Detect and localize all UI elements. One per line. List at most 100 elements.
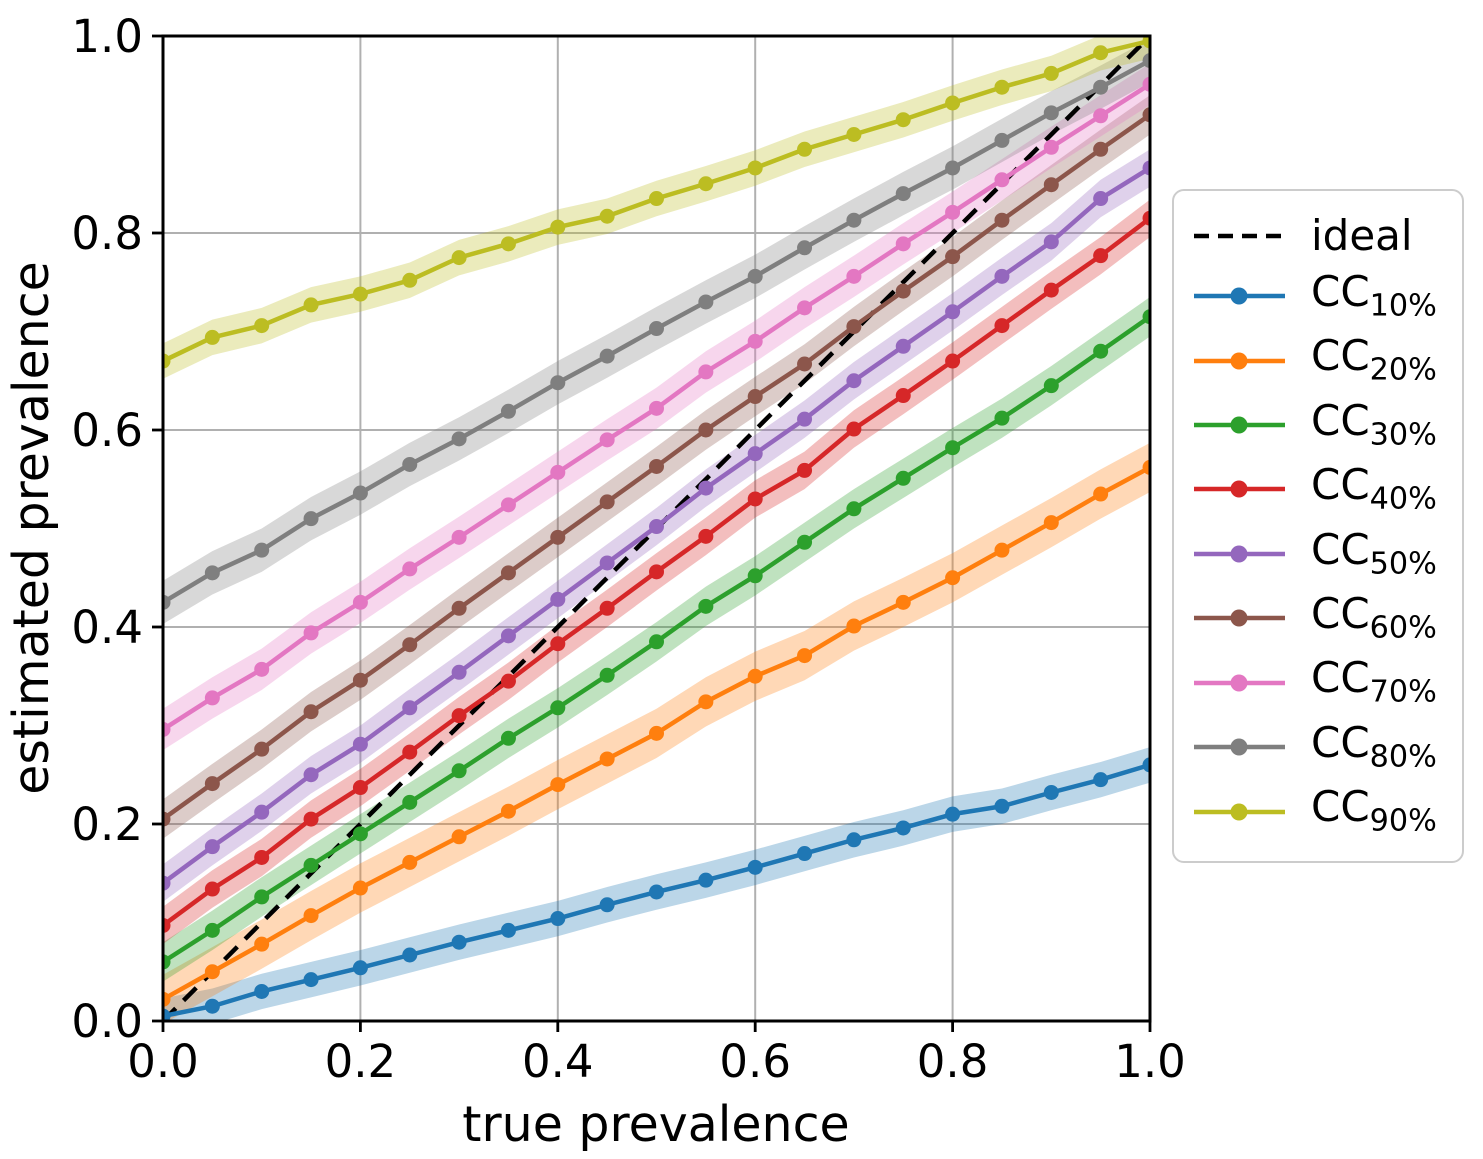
y-tick-label-0.4: 0.4: [71, 601, 143, 654]
marker-cc-80%: [500, 403, 516, 419]
series-cc-90%: [163, 36, 1150, 369]
legend-item-ideal: ideal: [1192, 215, 1452, 257]
marker-cc-80%: [303, 511, 319, 527]
legend-label-subscript: 40%: [1369, 481, 1437, 517]
marker-cc-60%: [945, 249, 961, 265]
marker-cc-60%: [1093, 141, 1109, 157]
marker-cc-70%: [698, 364, 714, 380]
marker-cc-60%: [500, 565, 516, 581]
marker-cc-90%: [204, 329, 220, 345]
series-cc-70%: [163, 76, 1150, 737]
marker-cc-20%: [204, 964, 220, 980]
marker-cc-90%: [747, 160, 763, 176]
marker-cc-60%: [204, 776, 220, 792]
marker-cc-80%: [599, 348, 615, 364]
marker-cc-20%: [895, 594, 911, 610]
marker-cc-50%: [1043, 234, 1059, 250]
marker-cc-40%: [1043, 282, 1059, 298]
marker-cc-70%: [303, 625, 319, 641]
marker-cc-20%: [599, 751, 615, 767]
marker-cc-10%: [599, 897, 615, 913]
line-marker-swatch-icon: [1194, 545, 1285, 563]
marker-cc-60%: [649, 458, 664, 474]
marker-cc-60%: [994, 212, 1010, 228]
marker-cc-10%: [1043, 784, 1059, 800]
marker-cc-20%: [1142, 459, 1150, 475]
line-marker-swatch-icon: [1194, 609, 1285, 627]
legend-label-cc-80%: CC80%: [1311, 717, 1437, 775]
legend-label-subscript: 80%: [1369, 739, 1437, 775]
marker-cc-10%: [994, 798, 1010, 814]
marker-cc-10%: [846, 832, 862, 848]
marker-cc-50%: [846, 373, 862, 389]
marker-cc-60%: [402, 637, 418, 653]
marker-cc-60%: [163, 811, 171, 827]
marker-cc-50%: [550, 591, 566, 607]
x-tick-label-0.2: 0.2: [325, 1035, 397, 1088]
marker-cc-10%: [550, 911, 566, 927]
marker-cc-30%: [994, 410, 1010, 426]
line-marker-swatch-icon: [1194, 803, 1285, 821]
marker-cc-60%: [747, 389, 763, 405]
marker-cc-60%: [698, 422, 714, 438]
legend-item-cc-90%: CC90%: [1192, 786, 1452, 837]
marker-cc-30%: [500, 730, 516, 746]
marker-cc-10%: [1093, 772, 1109, 788]
marker-cc-30%: [352, 826, 368, 842]
marker-cc-10%: [945, 806, 961, 822]
marker-cc-70%: [500, 497, 516, 513]
marker-cc-40%: [945, 353, 961, 369]
legend-label-cc-60%: CC60%: [1311, 589, 1437, 646]
series-cc-80%: [163, 53, 1150, 610]
marker-cc-30%: [698, 598, 714, 614]
line-marker-swatch-icon: [1194, 416, 1285, 434]
marker-cc-50%: [451, 664, 467, 680]
marker-cc-30%: [1142, 309, 1150, 325]
marker-cc-30%: [895, 470, 911, 486]
marker-cc-30%: [1043, 378, 1059, 394]
marker-cc-30%: [1093, 343, 1109, 359]
marker-cc-40%: [599, 600, 615, 616]
marker-cc-30%: [254, 889, 270, 905]
y-tick-label-0.8: 0.8: [71, 207, 143, 260]
marker-cc-50%: [698, 480, 714, 496]
marker-cc-40%: [895, 388, 911, 404]
marker-cc-50%: [994, 268, 1010, 284]
marker-cc-20%: [747, 668, 763, 684]
series-line-layer: [163, 36, 1150, 1021]
marker-cc-60%: [895, 283, 911, 299]
marker-cc-80%: [649, 321, 664, 337]
marker-cc-90%: [451, 250, 467, 266]
marker-cc-40%: [254, 849, 270, 865]
marker-cc-90%: [1093, 45, 1109, 61]
marker-cc-70%: [945, 204, 961, 220]
x-tick-label-0.0: 0.0: [127, 1035, 199, 1088]
marker-cc-80%: [994, 132, 1010, 148]
marker-cc-20%: [163, 991, 171, 1007]
series-cc-10%: [163, 757, 1150, 1021]
marker-cc-20%: [994, 542, 1010, 558]
marker-cc-20%: [352, 880, 368, 896]
marker-cc-20%: [846, 618, 862, 634]
series-cc-40%: [163, 210, 1150, 933]
marker-cc-20%: [500, 803, 516, 819]
marker-cc-40%: [994, 318, 1010, 334]
marker-cc-20%: [649, 725, 664, 741]
legend-label-ideal: ideal: [1311, 211, 1413, 260]
legend-label-subscript: 10%: [1369, 288, 1437, 324]
marker-cc-60%: [599, 494, 615, 510]
y-axis-label: estimated prevalence: [3, 261, 60, 795]
series-cc-30%: [163, 309, 1150, 970]
marker-cc-40%: [550, 636, 566, 652]
marker-cc-70%: [163, 721, 171, 737]
marker-cc-70%: [895, 236, 911, 252]
legend-item-cc-70%: CC70%: [1192, 657, 1452, 708]
y-tick-label-0.0: 0.0: [71, 995, 143, 1048]
y-tick-label-0.6: 0.6: [71, 404, 143, 457]
marker-cc-50%: [352, 736, 368, 752]
marker-cc-30%: [303, 857, 319, 873]
marker-cc-80%: [846, 212, 862, 228]
marker-cc-70%: [402, 561, 418, 577]
legend-item-cc-10%: CC10%: [1192, 270, 1452, 324]
marker-cc-50%: [500, 628, 516, 644]
